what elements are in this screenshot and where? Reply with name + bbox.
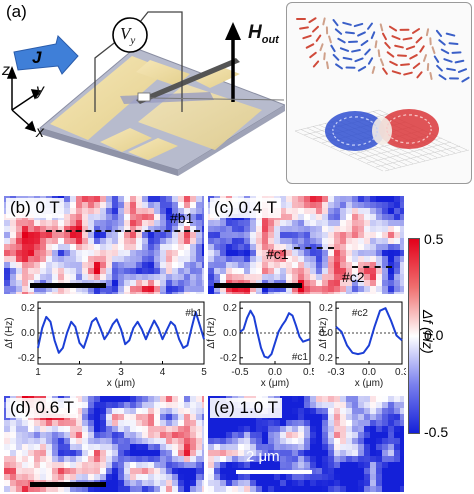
scale-bar-e-label: 2 μm [246,448,280,465]
ytick-label: -0.2 [318,353,333,364]
scale-bar-c [214,283,302,288]
ytick-label: 0.2 [223,303,237,314]
wire-right [139,11,183,112]
xtick-label: 0.5 [303,367,314,378]
panel-d-field: 0.6 T [35,398,74,417]
linecut-b1 [46,230,200,232]
xtick-label: 4 [160,367,166,378]
callout-box [137,92,151,102]
pad-2 [128,138,178,160]
ytick-label: 0.2 [319,303,333,314]
scale-bar-b [30,283,106,288]
mfm-map-c [208,196,404,294]
ytick-label: 0.0 [21,328,35,339]
colorbar-min: -0.5 [424,424,449,440]
current-label: J [32,48,42,67]
pad-3 [190,66,240,88]
callout-line [149,97,285,101]
colorbar-max: 0.5 [424,231,444,247]
panel-c-label: (c) 0.4 T [210,198,281,218]
field-arrow [225,22,241,40]
scale-bar-e [236,470,312,474]
x-axis-label: x (μm) [355,378,384,388]
xtick-label: 0.0 [362,367,376,378]
substrate-side [40,128,178,176]
profile-plot-c2: 0.2 0.0 -0.2 -0.3 0.0 0.3 x (μm) Δf (Hz) #c2 [318,301,406,388]
profile-plot-c1: 0.2 0.0 -0.2 -0.5 0.0 0.5 x (μm) Δf (Hz) #c1 [206,301,314,388]
ytick-label: 0.0 [319,328,333,339]
panel-e-label: (e) 1.0 T [210,398,282,418]
voltage-label: Vy [120,24,136,47]
ytick-label: 0.0 [223,328,237,339]
linecut-c1 [294,247,334,249]
colorbar-mid: 0.0 [424,327,444,343]
xtick-label: 0.3 [395,367,406,378]
axis-z-label: z [2,62,10,79]
scale-bar-d [30,482,106,487]
plot-tag: #c1 [292,352,309,363]
device-schematic [6,11,285,176]
panel-c-field: 0.4 T [238,198,277,217]
panel-e-field: 1.0 T [239,398,278,417]
y-axis-label: Δf (Hz) [206,317,217,348]
xtick-label: 2 [77,367,83,378]
top-pad [136,60,190,86]
plot-tag: #c2 [352,308,369,319]
profile-line [335,307,403,356]
panel-b-field: 0 T [35,198,60,217]
panel-d-label: (d) 0.6 T [6,398,78,418]
axis-y-label: y [36,82,44,99]
field-label: Hout [248,22,279,46]
wire-left [94,39,119,112]
colorbar-title: Δf (Hz) [420,310,436,354]
x-axis-label: x (μm) [107,378,136,388]
colorbar [408,238,420,434]
coordinate-axes [6,65,42,133]
panel-a-label: (a) [6,2,27,21]
left-electrode [50,56,168,140]
spin-texture-inset [286,2,472,184]
ytick-label: -0.2 [18,353,36,364]
profile-line [239,309,311,359]
ytick-label: 0.2 [21,303,35,314]
x-axis-label: x (μm) [261,378,290,388]
axis-x-label: x [36,124,44,141]
ytick-label: -0.2 [220,353,238,364]
xtick-label: 0.0 [268,367,282,378]
xtick-label: -0.5 [231,367,249,378]
voltmeter [112,17,148,53]
tag-b1: #b1 [170,210,194,226]
profile-line [37,310,205,354]
linecut-c2 [352,266,392,268]
cantilever [136,58,240,104]
xtick-label: 1 [35,367,41,378]
profile-plot-b1: 0.2 0.0 -0.2 1 2 3 4 5 x (μm) Δf (Hz) #b1 [4,301,207,388]
tag-c2: #c2 [342,269,365,285]
xtick-label: 3 [118,367,124,378]
y-axis-label: Δf (Hz) [318,317,329,348]
xtick-label: 5 [201,367,207,378]
pad-1 [100,128,152,152]
y-axis-label: Δf (Hz) [4,317,15,348]
panel-b-label: (b) 0 T [6,198,64,218]
plot-tag: #b1 [185,308,202,319]
xtick-label: -0.3 [327,367,345,378]
tag-c1: #c1 [266,246,289,262]
current-arrow [13,35,79,75]
